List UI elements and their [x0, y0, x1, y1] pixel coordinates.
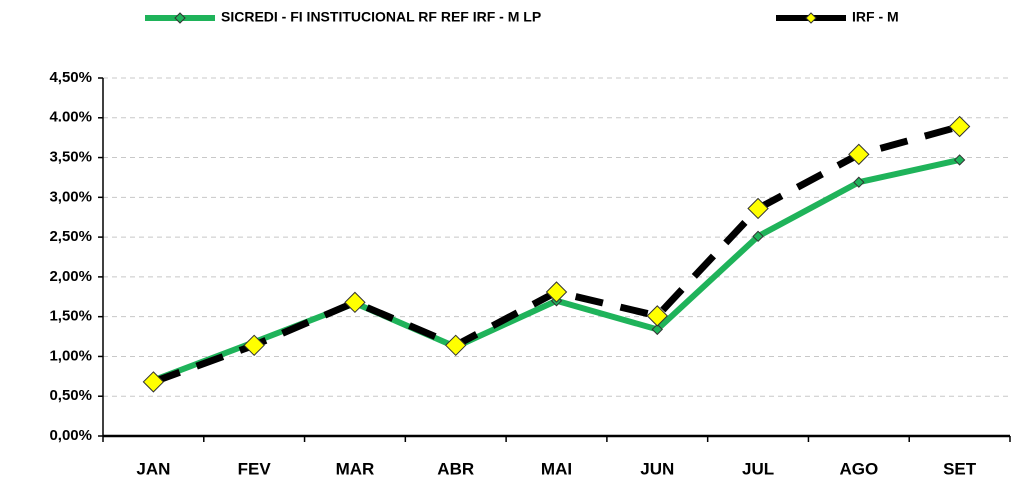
y-tick-label: 2,50% — [49, 228, 92, 245]
data-point — [853, 176, 865, 188]
data-point — [752, 230, 764, 243]
data-point — [445, 334, 467, 357]
y-tick-label: 1,50% — [49, 308, 92, 325]
x-tick-label: SET — [943, 459, 977, 478]
data-point — [747, 197, 769, 220]
data-point — [344, 291, 366, 314]
x-tick-label: FEV — [238, 459, 272, 478]
x-tick-label: JUL — [742, 459, 774, 478]
x-tick-label: JAN — [136, 459, 170, 478]
y-tick-label: 3,00% — [49, 188, 92, 205]
y-tick-label: 4.00% — [49, 109, 92, 126]
y-tick-label: 1,00% — [49, 347, 92, 364]
data-point — [651, 323, 663, 336]
data-point — [545, 281, 568, 303]
legend-label: SICREDI - FI INSTITUCIONAL RF REF IRF - … — [221, 9, 541, 25]
data-point — [948, 115, 971, 138]
legend-label: IRF - M — [852, 9, 899, 25]
y-tick-label: 3,50% — [49, 149, 92, 166]
x-tick-label: ABR — [437, 459, 474, 478]
series-line — [152, 123, 961, 386]
y-tick-label: 0,50% — [49, 387, 92, 404]
x-tick-label: JUN — [640, 459, 674, 478]
y-tick-label: 0,00% — [49, 427, 92, 444]
x-tick-label: MAR — [336, 459, 375, 478]
data-point — [142, 371, 165, 393]
legend-marker — [805, 12, 817, 24]
legend-marker — [174, 12, 186, 24]
x-tick-label: AGO — [839, 459, 878, 478]
y-tick-label: 2,00% — [49, 268, 92, 285]
x-tick-label: MAI — [541, 459, 572, 478]
series-line — [152, 157, 961, 384]
data-point — [848, 143, 870, 166]
data-point — [243, 334, 265, 357]
y-tick-label: 4,50% — [49, 69, 92, 86]
data-point — [953, 154, 966, 166]
data-point — [646, 305, 668, 327]
